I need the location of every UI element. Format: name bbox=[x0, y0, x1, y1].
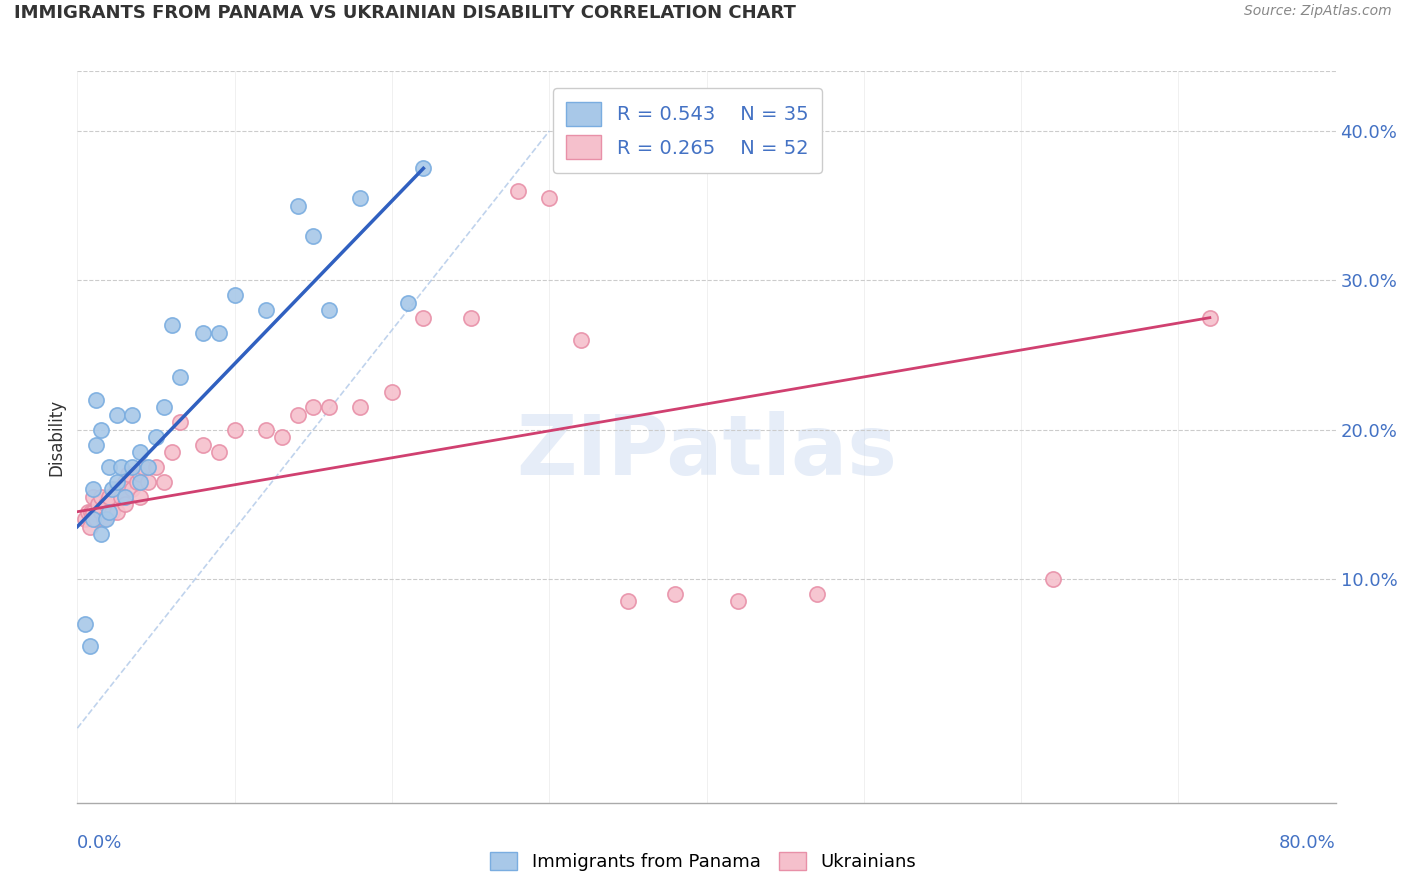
Point bbox=[145, 459, 167, 474]
Point bbox=[460, 310, 482, 325]
Point bbox=[129, 445, 152, 459]
Point bbox=[538, 191, 561, 205]
Point bbox=[114, 475, 136, 489]
Point bbox=[110, 490, 132, 504]
Point bbox=[105, 505, 128, 519]
Point bbox=[82, 505, 104, 519]
Point bbox=[1199, 310, 1222, 325]
Point bbox=[302, 228, 325, 243]
Point bbox=[105, 483, 128, 497]
Point bbox=[160, 445, 183, 459]
Point bbox=[806, 587, 828, 601]
Point bbox=[114, 497, 136, 511]
Point bbox=[136, 475, 159, 489]
Point bbox=[664, 587, 686, 601]
Point bbox=[381, 385, 404, 400]
Point bbox=[121, 483, 143, 497]
Point bbox=[105, 475, 128, 489]
Text: ZIPatlas: ZIPatlas bbox=[516, 411, 897, 492]
Text: 80.0%: 80.0% bbox=[1279, 834, 1336, 852]
Point bbox=[318, 303, 340, 318]
Point bbox=[90, 527, 112, 541]
Text: Source: ZipAtlas.com: Source: ZipAtlas.com bbox=[1244, 4, 1392, 19]
Point bbox=[302, 401, 325, 415]
Point bbox=[132, 459, 155, 474]
Point bbox=[318, 401, 340, 415]
Point bbox=[153, 401, 176, 415]
Point bbox=[145, 430, 167, 444]
Point bbox=[169, 415, 191, 429]
Point bbox=[153, 475, 176, 489]
Point bbox=[254, 423, 277, 437]
Point bbox=[79, 519, 101, 533]
Point bbox=[349, 401, 371, 415]
Point bbox=[75, 512, 97, 526]
Point bbox=[224, 423, 246, 437]
Point bbox=[412, 310, 434, 325]
Point bbox=[84, 392, 107, 407]
Point bbox=[1042, 572, 1064, 586]
Point bbox=[105, 408, 128, 422]
Legend: Immigrants from Panama, Ukrainians: Immigrants from Panama, Ukrainians bbox=[482, 845, 924, 879]
Point bbox=[287, 199, 309, 213]
Point bbox=[79, 639, 101, 653]
Point bbox=[84, 437, 107, 451]
Point bbox=[94, 497, 117, 511]
Point bbox=[287, 408, 309, 422]
Point bbox=[191, 437, 215, 451]
Point bbox=[90, 505, 112, 519]
Point bbox=[121, 408, 143, 422]
Point bbox=[93, 512, 115, 526]
Point bbox=[90, 490, 112, 504]
Point bbox=[94, 512, 117, 526]
Point bbox=[208, 326, 231, 340]
Text: 0.0%: 0.0% bbox=[77, 834, 122, 852]
Point bbox=[506, 184, 529, 198]
Y-axis label: Disability: Disability bbox=[48, 399, 66, 475]
Point bbox=[110, 459, 132, 474]
Point bbox=[97, 459, 120, 474]
Point bbox=[617, 594, 640, 608]
Point bbox=[84, 512, 107, 526]
Point bbox=[82, 512, 104, 526]
Point bbox=[114, 490, 136, 504]
Point bbox=[97, 490, 120, 504]
Point bbox=[129, 490, 152, 504]
Point bbox=[77, 505, 100, 519]
Point bbox=[117, 467, 139, 482]
Point bbox=[101, 483, 124, 497]
Point bbox=[82, 490, 104, 504]
Point bbox=[97, 505, 120, 519]
Point bbox=[191, 326, 215, 340]
Point bbox=[349, 191, 371, 205]
Point bbox=[160, 318, 183, 332]
Point bbox=[727, 594, 749, 608]
Point bbox=[75, 616, 97, 631]
Point bbox=[224, 288, 246, 302]
Point bbox=[127, 475, 149, 489]
Point bbox=[254, 303, 277, 318]
Point bbox=[569, 333, 592, 347]
Point bbox=[396, 295, 419, 310]
Point bbox=[129, 475, 152, 489]
Point bbox=[169, 370, 191, 384]
Point bbox=[97, 505, 120, 519]
Point bbox=[82, 483, 104, 497]
Point bbox=[129, 467, 152, 482]
Point bbox=[80, 505, 103, 519]
Point bbox=[87, 497, 110, 511]
Point bbox=[412, 161, 434, 176]
Point bbox=[208, 445, 231, 459]
Point bbox=[121, 459, 143, 474]
Text: IMMIGRANTS FROM PANAMA VS UKRAINIAN DISABILITY CORRELATION CHART: IMMIGRANTS FROM PANAMA VS UKRAINIAN DISA… bbox=[14, 4, 796, 22]
Point bbox=[90, 423, 112, 437]
Point bbox=[101, 505, 124, 519]
Point bbox=[136, 459, 159, 474]
Point bbox=[270, 430, 292, 444]
Legend: R = 0.543    N = 35, R = 0.265    N = 52: R = 0.543 N = 35, R = 0.265 N = 52 bbox=[553, 88, 823, 173]
